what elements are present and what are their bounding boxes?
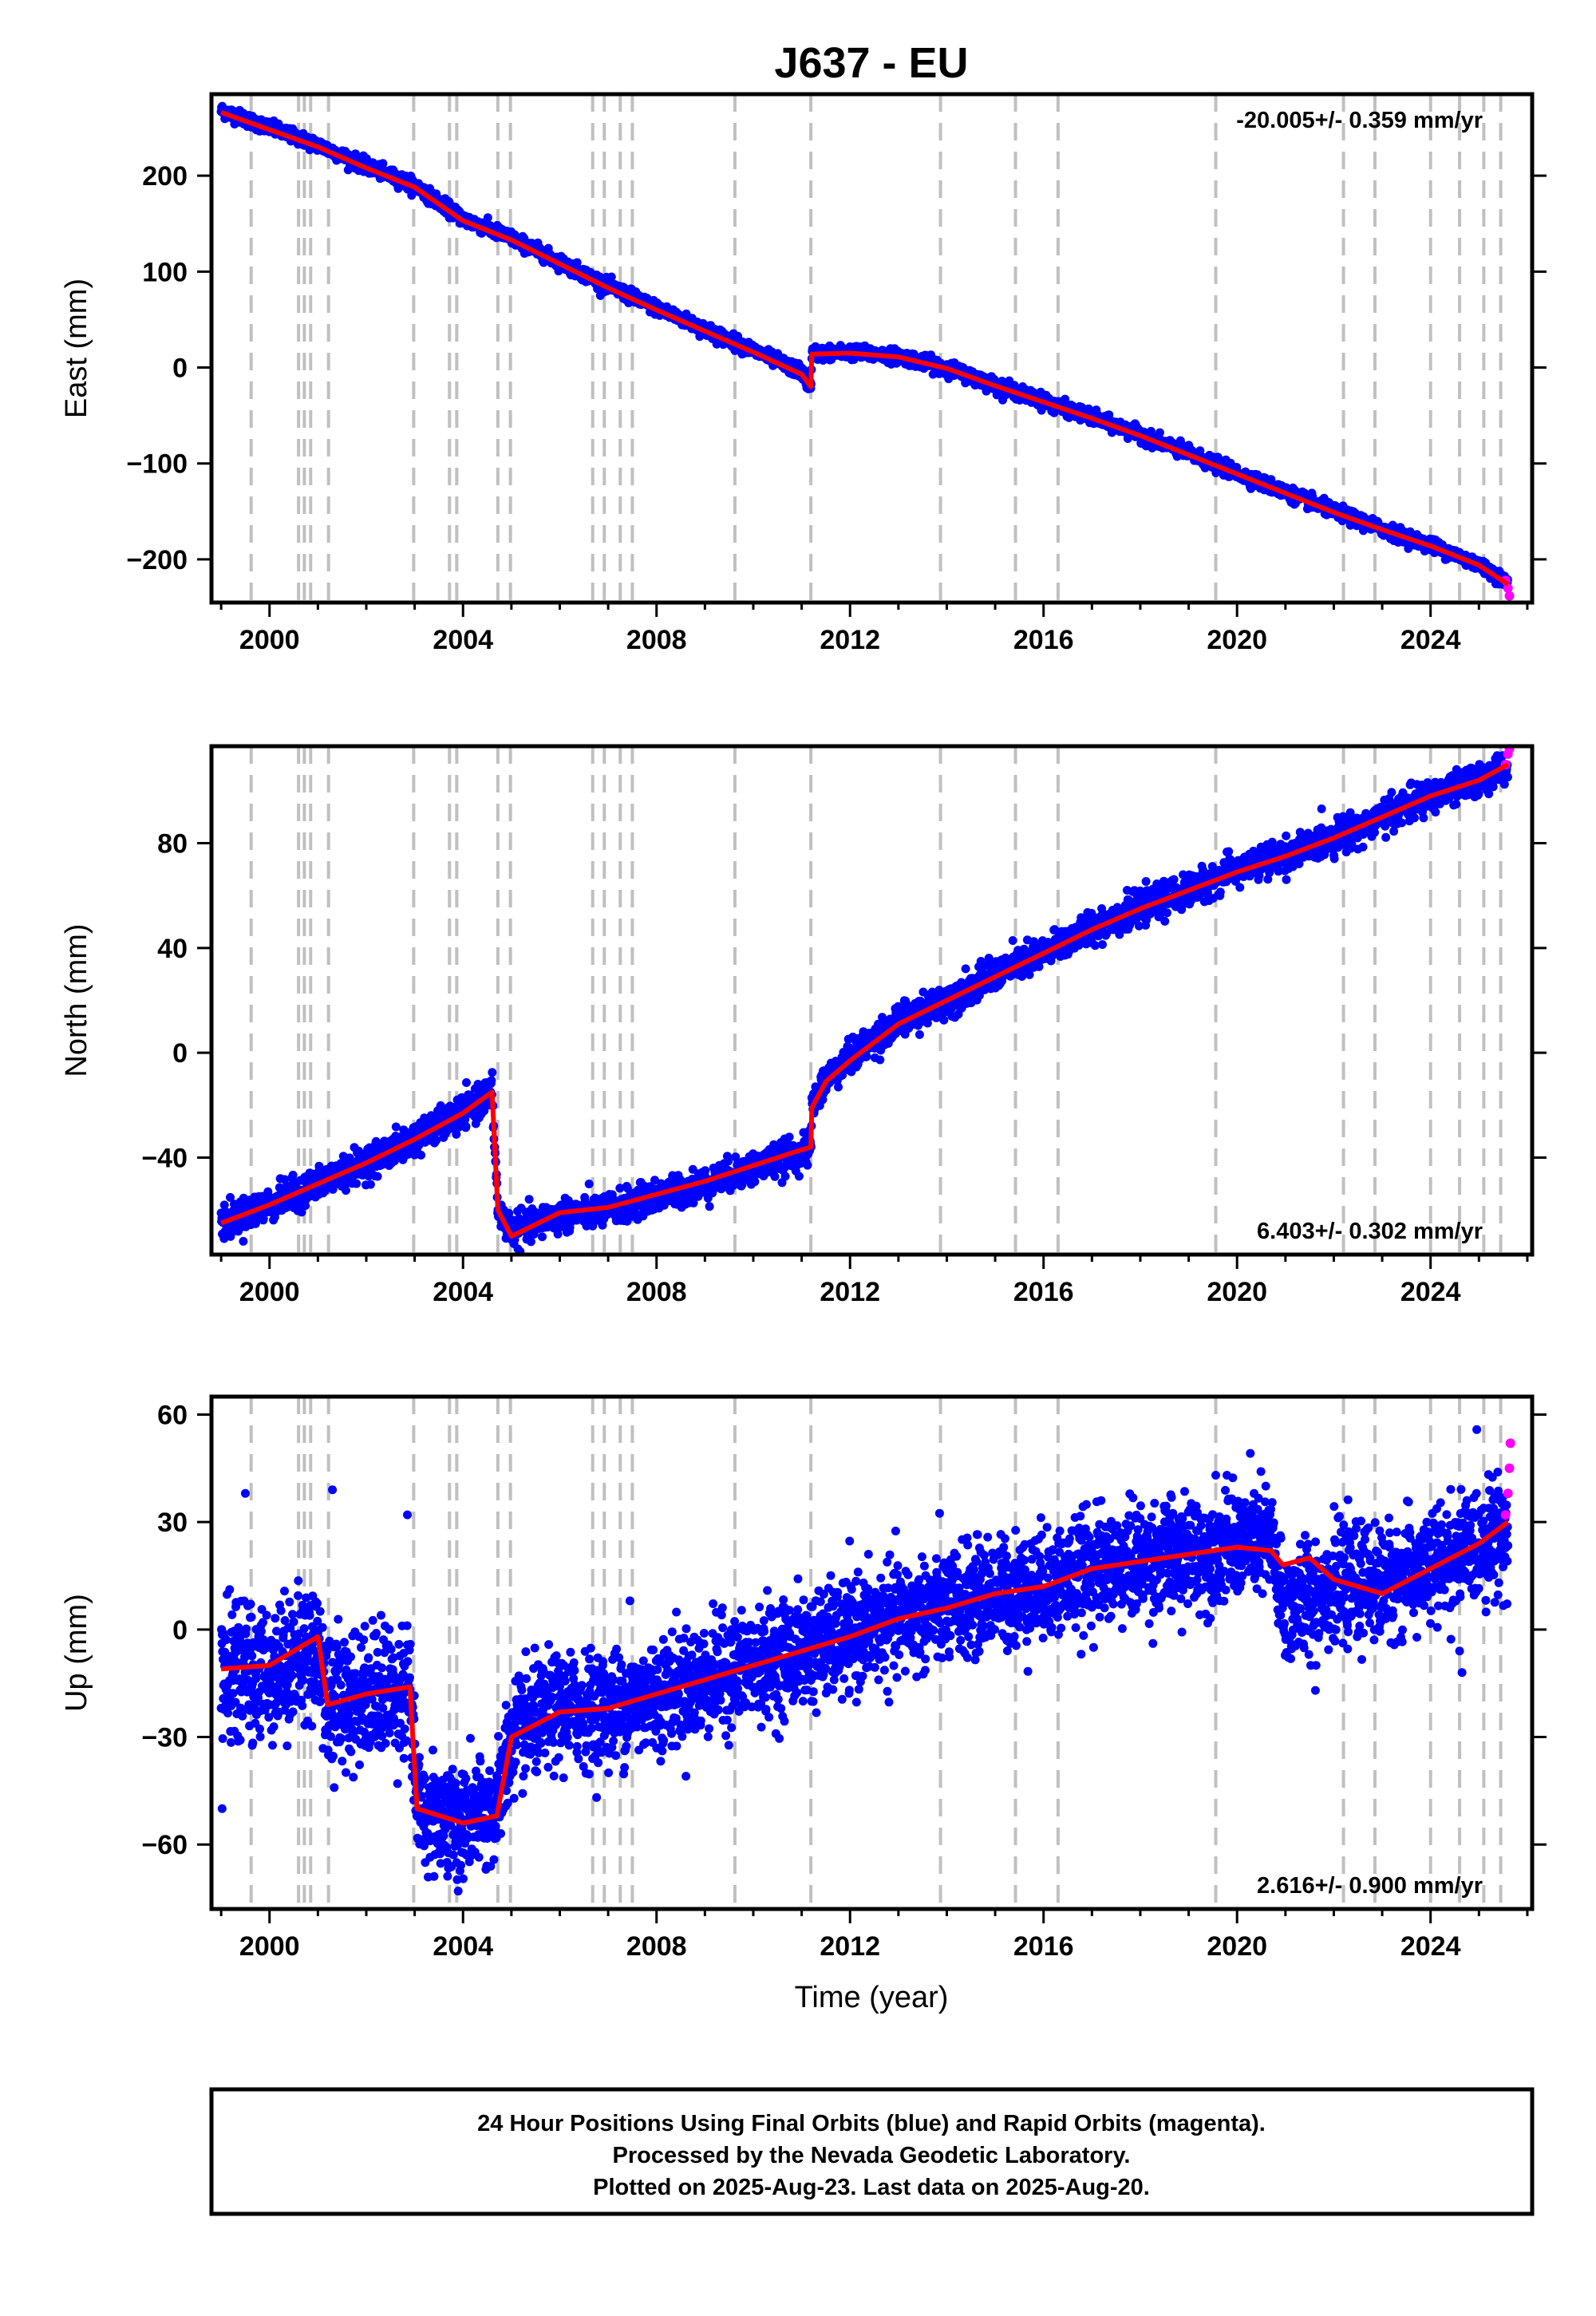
y-tick-label: 0 <box>172 354 188 384</box>
velocity-label: -20.005+/- 0.359 mm/yr <box>1236 108 1483 133</box>
data-point <box>461 1122 471 1131</box>
data-point <box>524 1195 534 1204</box>
x-tick-label: 2024 <box>1400 625 1461 655</box>
data-point <box>417 1150 426 1160</box>
east-panel: 2000 2004 2008 2012 2016 2020 2024 −200 −100 0 100… <box>60 92 1547 655</box>
y-tick-label: 200 <box>142 161 188 192</box>
x-axis: 2000 2004 2008 2012 2016 2020 2024 <box>219 603 1529 655</box>
rapid-point <box>1504 591 1515 601</box>
data-point <box>391 1122 401 1132</box>
x-tick-label: 2004 <box>433 625 493 655</box>
data-point <box>365 1180 375 1189</box>
data-point <box>483 213 492 223</box>
data-point <box>584 1180 594 1188</box>
y-tick-label: −100 <box>126 449 188 480</box>
y-tick-label: 100 <box>142 257 188 287</box>
y-axis-label: East (mm) <box>60 279 93 418</box>
data-point <box>239 1236 248 1246</box>
data-point <box>462 1078 471 1087</box>
data-point <box>487 1076 496 1085</box>
data-point <box>538 1232 547 1242</box>
data-point <box>606 272 616 282</box>
plot-area <box>211 746 1532 1255</box>
chart-title: J637 - EU <box>774 39 968 87</box>
data-point <box>378 159 388 168</box>
data-point <box>342 1186 350 1196</box>
data-point <box>488 1068 497 1077</box>
y-tick-label: −200 <box>126 545 188 575</box>
north-panel: 2000 2004 2008 2012 2016 2020 2024−4004080Nort… <box>60 744 1547 1307</box>
x-tick-label: 2008 <box>626 625 687 655</box>
x-tick-label: 2012 <box>820 625 880 655</box>
x-tick-label: 2000 <box>239 625 300 655</box>
x-tick-label: 2020 <box>1207 625 1267 655</box>
x-tick-label: 2016 <box>1013 625 1074 655</box>
data-point <box>373 1172 382 1181</box>
data-point <box>352 1179 361 1188</box>
